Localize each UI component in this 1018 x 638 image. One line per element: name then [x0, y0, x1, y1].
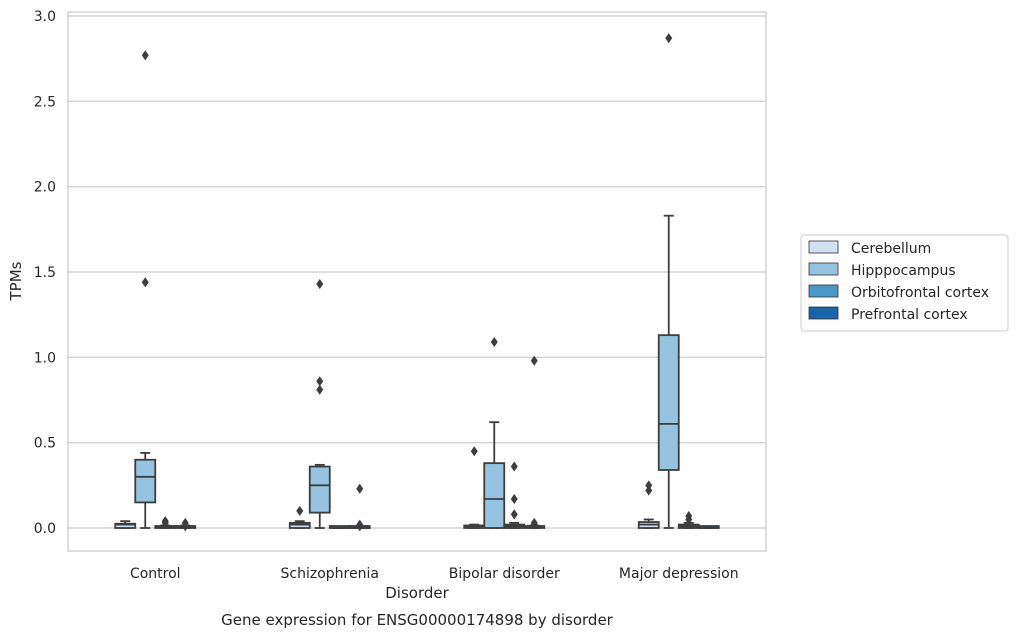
legend-swatch [808, 262, 839, 276]
legend-label: Prefrontal cortex [851, 307, 968, 323]
legend-swatch [808, 240, 839, 254]
box [483, 462, 506, 529]
outlier-point [530, 517, 538, 528]
legend-frame [800, 234, 1009, 332]
outlier-point [316, 376, 324, 387]
legend: Cerebellum Hipppocampus Orbitofrontal cort… [800, 234, 1009, 332]
plot-area [67, 11, 767, 552]
grid [68, 15, 766, 529]
y-tick-label: 2.0 [34, 180, 56, 196]
x-tick-label: Major depression [619, 566, 739, 582]
y-tick-label: 1.0 [34, 350, 56, 366]
outlier-point [470, 446, 478, 457]
legend-swatch [808, 306, 839, 320]
legend-label: Cerebellum [851, 241, 931, 257]
x-tick-label: Bipolar disorder [449, 566, 560, 582]
y-tick-label: 2.5 [34, 94, 56, 110]
outlier-point [141, 50, 149, 61]
y-axis-ticks: 0.0 0.5 1.0 1.5 2.0 2.5 3.0 [34, 9, 56, 537]
outlier-point [181, 517, 189, 528]
x-axis-ticks: Control Schizophrenia Bipolar disorder Majo… [130, 566, 739, 582]
outlier-point [141, 277, 149, 288]
outlier-point [530, 355, 538, 366]
box-series [114, 33, 720, 532]
box [134, 458, 157, 504]
y-tick-label: 3.0 [34, 9, 56, 25]
series-prefrontal-cortex [174, 355, 720, 532]
outlier-point [510, 493, 518, 504]
y-tick-label: 1.5 [34, 265, 56, 281]
x-axis-title: Disorder [385, 584, 449, 602]
outlier-point [316, 278, 324, 289]
y-tick-label: 0.0 [34, 521, 56, 537]
series-hipppocampus [134, 33, 680, 529]
outlier-point [645, 480, 653, 491]
outlier-point [490, 336, 498, 347]
legend-label: Hipppocampus [851, 263, 956, 279]
series-cerebellum [114, 446, 660, 529]
series-orbitofrontal-cortex [154, 461, 700, 529]
legend-swatch [808, 284, 839, 298]
outlier-point [296, 505, 304, 516]
outlier-point [665, 33, 673, 44]
outlier-point [645, 485, 653, 496]
outlier-point [356, 519, 364, 530]
legend-label: Orbitofrontal cortex [851, 285, 989, 301]
outlier-point [356, 483, 364, 494]
box [308, 465, 331, 514]
outlier-point [510, 461, 518, 472]
y-tick-label: 0.5 [34, 436, 56, 452]
x-tick-label: Schizophrenia [281, 566, 379, 582]
outlier-point [161, 516, 169, 527]
y-axis-title: TPMs [7, 261, 25, 301]
outlier-point [316, 384, 324, 395]
outlier-point [510, 509, 518, 520]
outlier-point [685, 511, 693, 522]
box [657, 334, 680, 471]
x-tick-label: Control [130, 566, 181, 582]
chart-caption: Gene expression for ENSG00000174898 by d… [221, 611, 614, 629]
